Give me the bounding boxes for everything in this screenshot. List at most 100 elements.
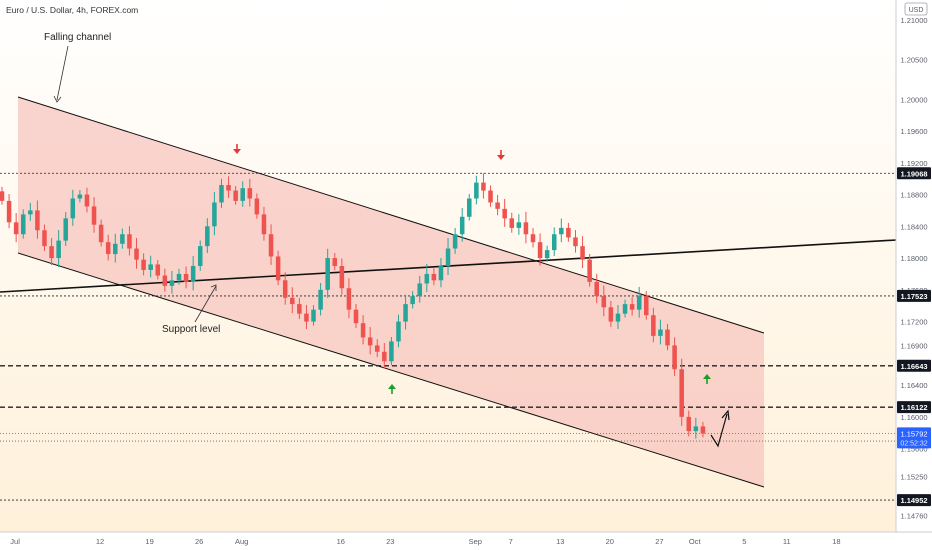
falling-channel-pointer: [56, 45, 69, 101]
candle: [360, 315, 366, 345]
time-tick-label: 11: [783, 537, 791, 546]
time-tick-label: 27: [655, 537, 663, 546]
support-level-pointer-head: [210, 284, 217, 291]
current-price-label: 1.15792: [900, 429, 927, 438]
price-tick-label: 1.19200: [900, 159, 927, 168]
candle: [169, 270, 175, 294]
time-tick-label: Oct: [689, 537, 702, 546]
candle: [389, 336, 394, 366]
candle: [622, 299, 628, 318]
candle: [63, 212, 68, 246]
price-tick-label: 1.16400: [900, 381, 927, 390]
projection-arrow-icon: [721, 409, 730, 421]
time-tick-label: 19: [145, 537, 153, 546]
candle: [601, 285, 607, 317]
candle: [197, 240, 203, 271]
candle: [98, 219, 104, 247]
level-badge-label: 1.17523: [900, 292, 927, 301]
time-tick-label: 7: [509, 537, 513, 546]
candle: [636, 286, 642, 318]
time-tick-label: 26: [195, 537, 203, 546]
currency-badge[interactable]: [904, 2, 928, 16]
level-badge: [897, 289, 931, 302]
candle: [13, 213, 19, 243]
candle: [431, 268, 437, 286]
candle: [212, 191, 217, 236]
time-tick-label: 23: [386, 537, 394, 546]
candle: [651, 307, 656, 343]
falling-channel-pointer-head: [53, 95, 62, 103]
candle: [410, 291, 415, 309]
candle: [587, 253, 592, 287]
candle: [84, 187, 90, 213]
candle: [134, 238, 139, 269]
candle: [566, 222, 571, 242]
up-arrow-icon: [703, 374, 711, 384]
candle: [559, 218, 564, 243]
level-badge-label: 1.16122: [900, 403, 927, 412]
candle: [6, 194, 12, 229]
level-badge-label: 1.19068: [900, 169, 927, 178]
candle: [665, 323, 670, 351]
candle: [254, 193, 260, 219]
candle: [247, 178, 253, 207]
candle: [474, 175, 479, 205]
candle: [105, 234, 111, 261]
candle: [339, 258, 345, 295]
time-axis[interactable]: [0, 532, 932, 550]
candle: [240, 181, 245, 207]
symbol-title: Euro / U.S. Dollar, 4h, FOREX.com: [6, 5, 138, 15]
candle: [155, 259, 161, 280]
candle: [56, 230, 61, 268]
candle: [573, 229, 578, 253]
level-badge: [897, 359, 931, 372]
candle: [120, 228, 125, 249]
candle: [275, 250, 281, 286]
countdown-label: 02:52:32: [900, 440, 927, 447]
candle: [452, 227, 458, 254]
candle: [28, 202, 33, 221]
candle: [268, 224, 274, 265]
candle: [459, 208, 465, 242]
candle: [91, 197, 97, 233]
projection-path: [710, 413, 728, 448]
price-tick-label: 1.21000: [900, 16, 927, 25]
candle: [551, 227, 557, 257]
support-level-pointer: [194, 285, 217, 323]
candle: [346, 278, 352, 319]
candle: [700, 421, 706, 438]
candles: [0, 173, 706, 439]
price-tick-label: 1.16000: [900, 413, 927, 422]
candle: [311, 305, 316, 326]
down-arrow-icon: [233, 144, 241, 154]
candle: [176, 268, 182, 285]
price-tick-label: 1.15250: [900, 472, 927, 481]
candle: [282, 272, 288, 305]
candle: [516, 214, 522, 235]
candle: [644, 291, 649, 320]
candle: [42, 224, 47, 252]
candle: [424, 264, 430, 292]
up-arrow-icon: [388, 384, 396, 394]
candle: [537, 233, 543, 266]
time-tick-label: 5: [742, 537, 746, 546]
candle: [608, 301, 614, 327]
time-tick-label: 16: [337, 537, 345, 546]
candle: [693, 417, 699, 439]
time-tick-label: 20: [606, 537, 614, 546]
candle: [148, 255, 153, 278]
price-tick-label: 1.15600: [900, 445, 927, 454]
candle: [226, 176, 231, 199]
candle: [445, 238, 451, 276]
price-tick-label: 1.18800: [900, 191, 927, 200]
candle: [403, 294, 408, 330]
candle: [523, 211, 529, 244]
candle: [77, 190, 83, 203]
level-lines: [0, 172, 896, 501]
candle: [679, 358, 684, 426]
candle: [417, 275, 422, 303]
price-tick-label: 1.18000: [900, 254, 927, 263]
candle: [297, 297, 302, 320]
candle: [141, 253, 146, 276]
